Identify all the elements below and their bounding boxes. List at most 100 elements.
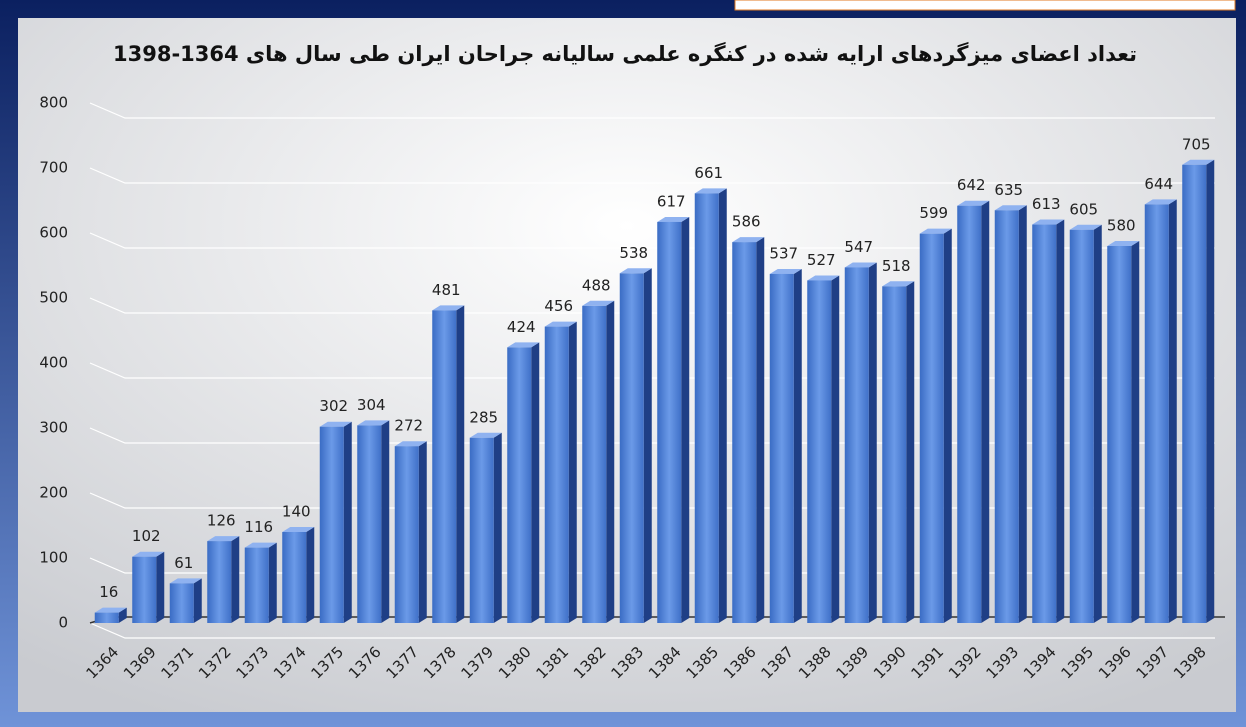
grid-line xyxy=(89,167,1215,184)
data-label: 481 xyxy=(432,281,461,299)
data-label: 586 xyxy=(732,213,761,231)
bar-top xyxy=(469,432,502,438)
data-label: 599 xyxy=(919,204,948,222)
bar-side xyxy=(118,607,127,623)
bar-side xyxy=(981,200,990,623)
bar xyxy=(844,262,877,623)
bar-front xyxy=(169,583,194,623)
bar-side xyxy=(606,300,615,623)
data-label: 580 xyxy=(1107,217,1136,235)
bar-top xyxy=(582,300,615,306)
data-label: 102 xyxy=(132,527,161,545)
y-tick-label: 500 xyxy=(39,289,68,307)
data-label: 16 xyxy=(99,583,118,601)
bar xyxy=(807,275,840,623)
bar-side xyxy=(193,578,202,623)
y-tick-label: 200 xyxy=(39,484,68,502)
bar-top xyxy=(694,188,727,194)
bar-front xyxy=(807,280,832,623)
bar-side xyxy=(1018,205,1027,623)
bar-top xyxy=(619,268,652,274)
grid-line xyxy=(89,622,1215,639)
bar-side xyxy=(1206,159,1215,623)
data-label: 617 xyxy=(657,192,686,210)
bar xyxy=(994,205,1027,623)
bar-top xyxy=(1182,159,1215,165)
bar-side xyxy=(306,527,315,623)
bar-top xyxy=(432,305,465,311)
data-label: 116 xyxy=(244,518,273,536)
y-tick-label: 600 xyxy=(39,224,68,242)
data-label: 661 xyxy=(694,164,723,182)
bar xyxy=(1069,224,1102,623)
data-label: 488 xyxy=(582,276,611,294)
bar-top xyxy=(1107,241,1140,246)
bar-front xyxy=(1107,246,1132,623)
data-label: 537 xyxy=(769,244,798,262)
bar-side xyxy=(456,305,465,623)
chart-title: تعداد اعضای میزگردهای ارایه شده در کنگره… xyxy=(113,41,1137,66)
bar-top xyxy=(282,527,315,532)
bar-top xyxy=(207,536,240,542)
bar-front xyxy=(207,541,232,623)
bar-front xyxy=(357,425,382,623)
bar xyxy=(769,268,802,623)
bar-side xyxy=(381,420,390,623)
bar xyxy=(94,607,127,623)
bar-side xyxy=(1093,224,1102,623)
data-label: 518 xyxy=(882,257,911,275)
bar-front xyxy=(619,273,644,623)
bar-top xyxy=(394,441,427,447)
bar-front xyxy=(732,242,757,623)
bar xyxy=(582,300,615,623)
bar-side xyxy=(268,542,277,623)
bar-side xyxy=(493,432,502,623)
bar xyxy=(657,216,690,623)
bar-front xyxy=(544,326,569,623)
bar-side xyxy=(831,275,840,623)
bar-top xyxy=(357,420,390,426)
bar-side xyxy=(681,216,690,623)
bar-top xyxy=(319,421,352,427)
bar xyxy=(319,421,352,623)
bar-top xyxy=(807,275,840,281)
bar-top xyxy=(169,578,202,584)
bar-side xyxy=(231,536,240,623)
bar xyxy=(132,551,165,623)
bar xyxy=(882,281,915,623)
bar xyxy=(432,305,465,623)
bar xyxy=(207,536,240,623)
bar-front xyxy=(694,193,719,623)
data-label: 605 xyxy=(1069,200,1098,218)
bar-front xyxy=(432,310,457,623)
bar-side xyxy=(568,321,577,623)
bar-side xyxy=(343,421,352,623)
data-label: 272 xyxy=(394,417,423,435)
bar-top xyxy=(882,281,915,287)
bar xyxy=(244,542,277,623)
bar-top xyxy=(919,228,952,234)
data-label: 527 xyxy=(807,251,836,269)
data-label: 424 xyxy=(507,318,536,336)
bar-front xyxy=(1032,224,1057,624)
bar-front xyxy=(469,437,494,623)
bar-front xyxy=(994,210,1019,623)
bar-front xyxy=(769,273,794,623)
bar-top xyxy=(769,268,802,274)
bar xyxy=(394,441,427,623)
bar-side xyxy=(531,342,540,623)
bar-side xyxy=(906,281,915,623)
bar xyxy=(1144,199,1177,623)
data-label: 705 xyxy=(1182,135,1211,153)
data-label: 304 xyxy=(357,396,386,414)
data-label: 538 xyxy=(619,244,648,262)
y-tick-label: 0 xyxy=(58,614,68,632)
bar-side xyxy=(756,237,765,623)
bar-side xyxy=(643,268,652,623)
data-label: 285 xyxy=(469,408,498,426)
bar-top xyxy=(544,321,577,327)
bar-side xyxy=(943,228,952,623)
bar-front xyxy=(957,205,982,623)
y-tick-label: 400 xyxy=(39,354,68,372)
data-label: 456 xyxy=(544,297,573,315)
